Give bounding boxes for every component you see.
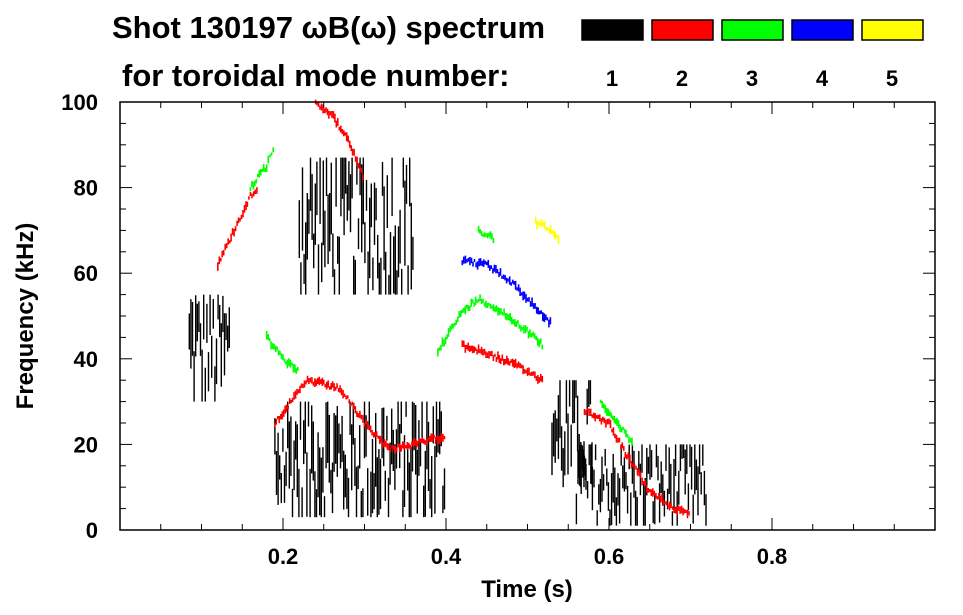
y-tick-label: 40: [74, 347, 98, 372]
y-tick-label: 80: [74, 176, 98, 201]
legend-label-4: 4: [816, 66, 829, 91]
y-tick-label: 60: [74, 261, 98, 286]
legend: 1 2 3 4 5: [581, 19, 924, 91]
y-axis-label: Frequency (kHz): [12, 223, 39, 410]
legend-swatch-2: [651, 19, 714, 41]
x-axis-label: Time (s): [481, 576, 573, 603]
legend-swatch-4: [791, 19, 854, 41]
y-tick-label: 20: [74, 432, 98, 457]
series-4: [461, 255, 552, 328]
legend-swatch-5: [861, 19, 924, 41]
axes: 0.2 0.4 0.6 0.8 0 20 40 60 80 100: [61, 90, 936, 569]
chart-title-line2: for toroidal mode number:: [122, 58, 510, 93]
legend-label-1: 1: [606, 66, 618, 91]
y-tick-label: 0: [86, 518, 98, 543]
series-1: [188, 157, 707, 526]
legend-label-2: 2: [676, 66, 688, 91]
legend-swatch-3: [721, 19, 784, 41]
y-tick-label: 100: [61, 90, 98, 115]
chart-title-line1: Shot 130197 ωB(ω) spectrum: [112, 10, 545, 45]
x-tick-label: 0.8: [757, 544, 788, 569]
series-2: [217, 99, 690, 519]
legend-label-5: 5: [886, 66, 898, 91]
data-layer: [188, 99, 707, 526]
x-tick-label: 0.6: [594, 544, 625, 569]
legend-swatch-1: [581, 19, 644, 41]
series-5: [534, 216, 560, 244]
x-tick-label: 0.4: [431, 544, 462, 569]
series-3: [249, 147, 633, 447]
plot-frame: [119, 101, 936, 531]
legend-label-3: 3: [746, 66, 758, 91]
x-tick-label: 0.2: [268, 544, 299, 569]
